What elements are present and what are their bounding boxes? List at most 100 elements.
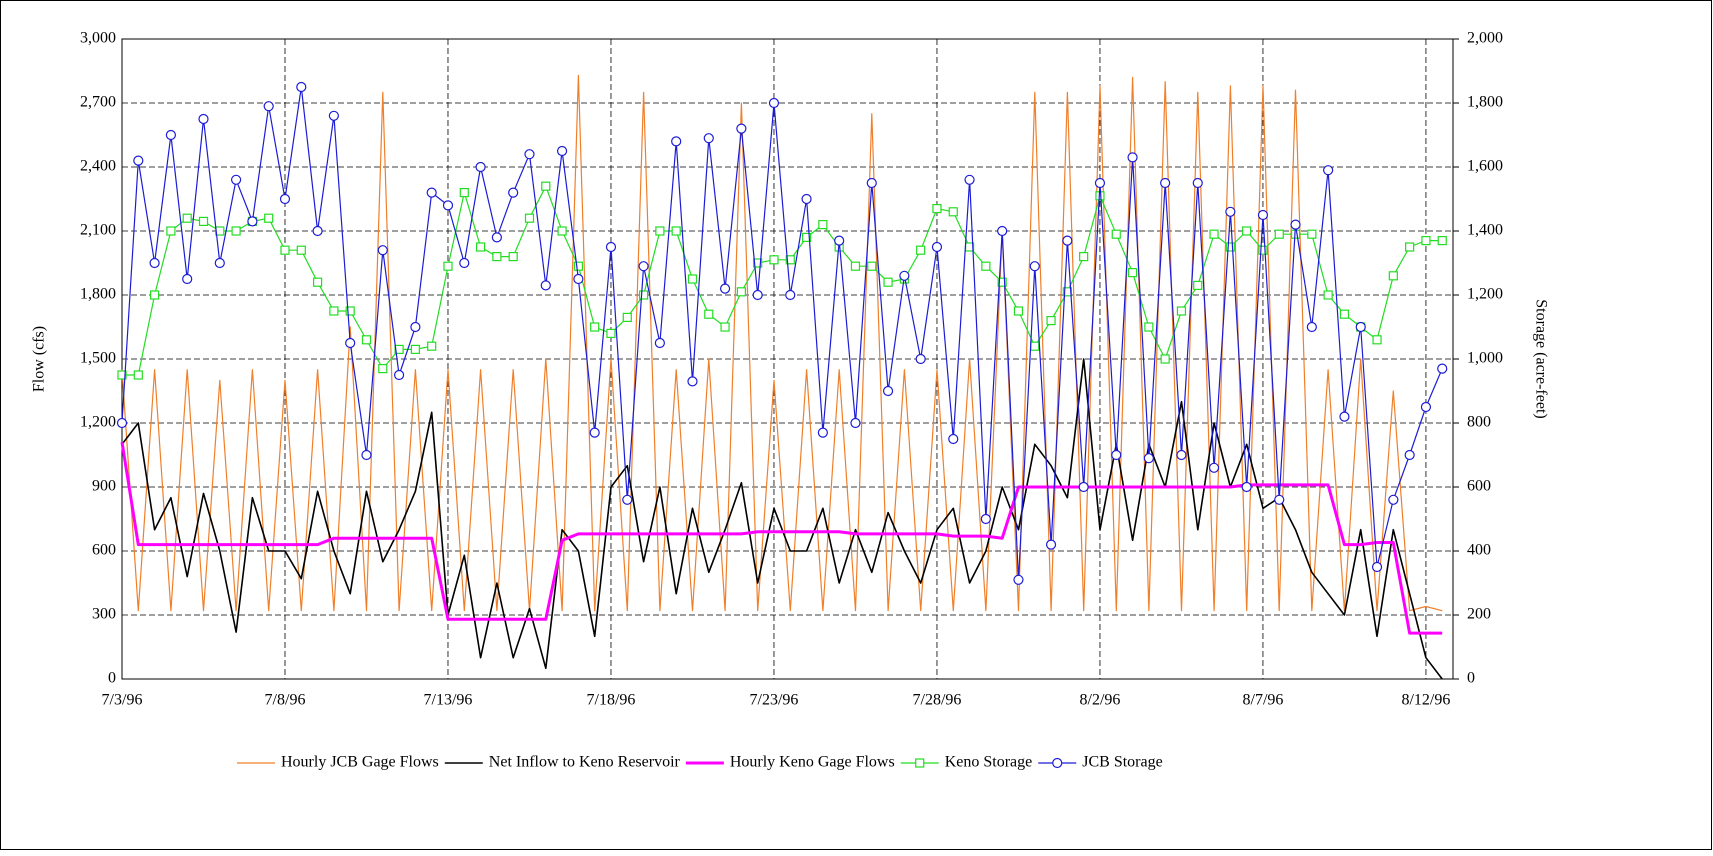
marker [1111, 449, 1122, 461]
y2-tick-label: 1,800 [1467, 94, 1503, 111]
marker [231, 226, 241, 236]
series-line [120, 441, 1443, 635]
marker [149, 257, 160, 269]
marker [1306, 321, 1317, 333]
y2-tick-label: 0 [1467, 670, 1475, 687]
marker [606, 328, 616, 338]
y-tick-label: 1,200 [80, 414, 116, 431]
marker [1372, 335, 1382, 345]
marker [1323, 290, 1333, 300]
marker [459, 188, 469, 198]
marker [785, 255, 795, 265]
x-tick-label: 7/8/96 [265, 692, 306, 709]
marker [931, 241, 943, 253]
marker [280, 245, 290, 255]
marker [980, 513, 991, 525]
y-tick-label: 3,000 [80, 30, 116, 47]
marker [768, 97, 780, 109]
marker [753, 258, 763, 268]
marker [932, 204, 942, 214]
marker [182, 273, 193, 285]
marker [1258, 245, 1268, 255]
marker [394, 344, 404, 354]
marker [1176, 449, 1187, 461]
marker [1030, 341, 1040, 351]
marker [442, 200, 454, 211]
marker [850, 261, 861, 271]
marker [719, 283, 731, 294]
marker [1274, 229, 1284, 239]
marker [834, 235, 845, 246]
y2-tick-label: 600 [1467, 478, 1491, 495]
marker [915, 758, 925, 768]
marker [361, 335, 372, 345]
marker [622, 494, 633, 505]
legend-label: Hourly JCB Gage Flows [281, 754, 439, 771]
marker [1046, 316, 1056, 326]
marker [915, 353, 926, 365]
marker [655, 226, 665, 236]
marker [508, 187, 519, 198]
marker [1029, 261, 1040, 272]
marker [1225, 242, 1235, 252]
marker [1052, 757, 1063, 769]
y-tick-label: 900 [92, 478, 116, 495]
marker [850, 417, 861, 429]
marker [1339, 411, 1350, 422]
y2-tick-label: 1,400 [1467, 222, 1503, 239]
y2-tick-label: 200 [1467, 606, 1491, 623]
marker [1013, 306, 1024, 316]
marker [1405, 242, 1415, 252]
marker [573, 261, 583, 271]
marker [1242, 226, 1252, 236]
marker [1421, 236, 1431, 246]
marker [1045, 539, 1057, 550]
marker [247, 216, 258, 227]
marker [378, 364, 388, 374]
marker [590, 322, 600, 332]
marker [1241, 481, 1252, 493]
y2-axis-label: Storage (acre-feet) [1532, 299, 1549, 418]
marker [133, 155, 144, 166]
marker [1388, 271, 1398, 281]
marker [964, 174, 975, 185]
marker [997, 225, 1008, 237]
marker [329, 306, 339, 316]
marker [589, 427, 600, 438]
marker [605, 241, 617, 253]
series-line [121, 358, 1443, 680]
series-line [122, 185, 1443, 376]
marker [556, 145, 568, 157]
y2-tick-label: 800 [1467, 414, 1491, 431]
y-tick-label: 600 [92, 542, 116, 559]
marker [720, 322, 730, 332]
marker [117, 370, 127, 380]
marker [1127, 152, 1138, 163]
marker [279, 193, 291, 205]
marker [1208, 462, 1220, 473]
marker [361, 449, 372, 461]
marker [492, 252, 502, 262]
marker [1225, 206, 1236, 217]
marker [165, 129, 176, 141]
series-line [121, 86, 1443, 581]
marker [687, 274, 698, 284]
marker [818, 220, 828, 230]
marker [475, 242, 486, 252]
y-tick-label: 2,100 [80, 222, 116, 239]
marker [736, 287, 746, 297]
marker [116, 417, 128, 429]
legend-label: JCB Storage [1082, 754, 1162, 771]
marker [883, 277, 893, 287]
marker [948, 433, 959, 445]
marker [345, 337, 356, 349]
marker [540, 280, 551, 291]
marker [866, 177, 877, 189]
y2-tick-label: 1,000 [1467, 350, 1503, 367]
x-tick-label: 7/3/96 [102, 692, 143, 709]
marker [622, 312, 632, 322]
y-tick-label: 1,800 [80, 286, 116, 303]
marker [312, 277, 323, 287]
plot-frame [121, 38, 1454, 680]
marker [475, 161, 486, 173]
